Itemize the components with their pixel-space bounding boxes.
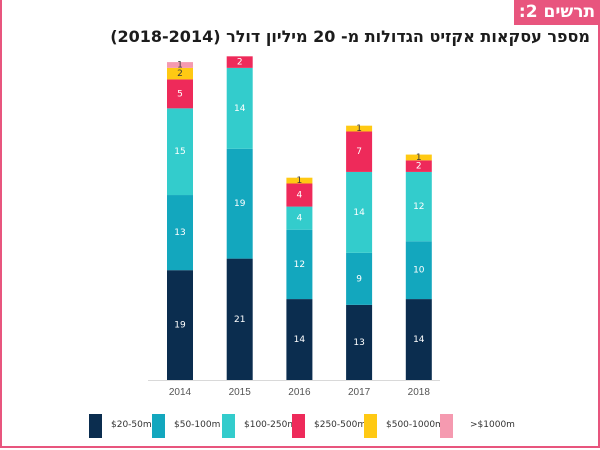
legend-label: >$1000m [470, 420, 515, 430]
legend-label: $100-250m [244, 420, 297, 430]
bar-segment-2017-0 [346, 304, 373, 380]
bar-segment-2016-0 [286, 299, 313, 380]
legend-label: $250-500m [314, 420, 367, 430]
bar-segment-2016-3 [286, 183, 313, 207]
data-label-2017-2: 14 [353, 208, 365, 218]
data-label-2018-0: 14 [413, 335, 425, 345]
chart-legend: $20-50m $50-100m $100-250m $250-500m $500-10… [0, 414, 600, 442]
data-label-2016-3: 4 [297, 191, 303, 201]
data-label-2018-1: 10 [413, 266, 425, 276]
bar-segment-2015-3 [226, 56, 253, 68]
bar-segment-2016-1 [286, 229, 313, 300]
data-label-2014-3: 5 [177, 89, 183, 99]
bar-segment-2016-4 [286, 177, 313, 184]
data-label-2014-5: 1 [177, 60, 183, 70]
data-label-2016-4: 1 [297, 176, 303, 186]
data-label-2017-0: 13 [353, 338, 364, 348]
data-label-2014-1: 13 [174, 228, 185, 238]
bar-segment-2016-2 [286, 206, 313, 230]
data-label-2015-2: 14 [234, 104, 246, 114]
bar-segment-2015-1 [226, 148, 253, 259]
bar-segment-2017-2 [346, 171, 373, 253]
legend-swatch [152, 414, 165, 438]
bar-segment-2014-0 [167, 270, 193, 380]
data-label-2018-2: 12 [413, 202, 424, 212]
data-label-2018-3: 2 [416, 162, 422, 172]
x-tick-label-2014: 2014 [169, 387, 192, 398]
legend-swatch [89, 414, 102, 438]
bar-segment-2015-2 [226, 67, 253, 149]
legend-label: $50-100m [174, 420, 221, 430]
bar-segment-2018-1 [405, 241, 432, 300]
data-label-2016-2: 4 [297, 214, 303, 224]
data-label-2014-0: 19 [174, 321, 186, 331]
chart-title: מספר עסקאות אקזיט הגדולות מ- 20 מיליון ד… [110, 27, 590, 46]
legend-swatch [222, 414, 235, 438]
legend-swatch [364, 414, 377, 438]
x-tick-label-2015: 2015 [229, 387, 252, 398]
bar-segment-2014-3 [167, 79, 193, 109]
data-label-2014-4: 2 [177, 69, 183, 79]
legend-label: $500-1000m [386, 420, 444, 430]
bar-segment-2018-4 [405, 154, 432, 161]
bar-segment-2018-0 [405, 299, 432, 380]
bar-segment-2014-4 [167, 67, 193, 80]
bar-segment-2017-4 [346, 125, 373, 132]
data-label-2014-2: 15 [174, 147, 185, 157]
x-tick-labels: 2014 2015 2016 2017 2018 [169, 387, 430, 398]
x-tick-label-2017: 2017 [348, 387, 371, 398]
bar-segment-2014-2 [167, 108, 193, 196]
x-tick-label-2016: 2016 [288, 387, 311, 398]
data-label-2015-1: 19 [234, 199, 246, 209]
legend-swatch [292, 414, 305, 438]
x-tick-label-2018: 2018 [408, 387, 431, 398]
data-label-2016-1: 12 [294, 260, 305, 270]
bar-segment-2014-1 [167, 195, 193, 271]
bar-segment-2018-3 [405, 160, 432, 172]
figure-badge: תרשים 2: [514, 0, 600, 25]
bar-segment-2017-3 [346, 131, 373, 172]
data-label-2018-4: 1 [416, 153, 422, 163]
bar-segment-2018-2 [405, 171, 432, 242]
legend-swatch [440, 414, 453, 438]
data-label-2016-0: 14 [294, 335, 306, 345]
bar-segment-2015-0 [226, 258, 253, 380]
data-label-2017-4: 1 [356, 124, 362, 134]
data-label-2017-1: 9 [356, 274, 362, 284]
data-label-2017-3: 7 [356, 147, 362, 157]
bar-segment-2014-5 [167, 62, 193, 68]
data-label-2015-0: 21 [234, 315, 245, 325]
bar-segment-2017-1 [346, 252, 373, 305]
data-label-2015-3: 2 [237, 58, 243, 68]
legend-label: $20-50m [111, 420, 152, 430]
